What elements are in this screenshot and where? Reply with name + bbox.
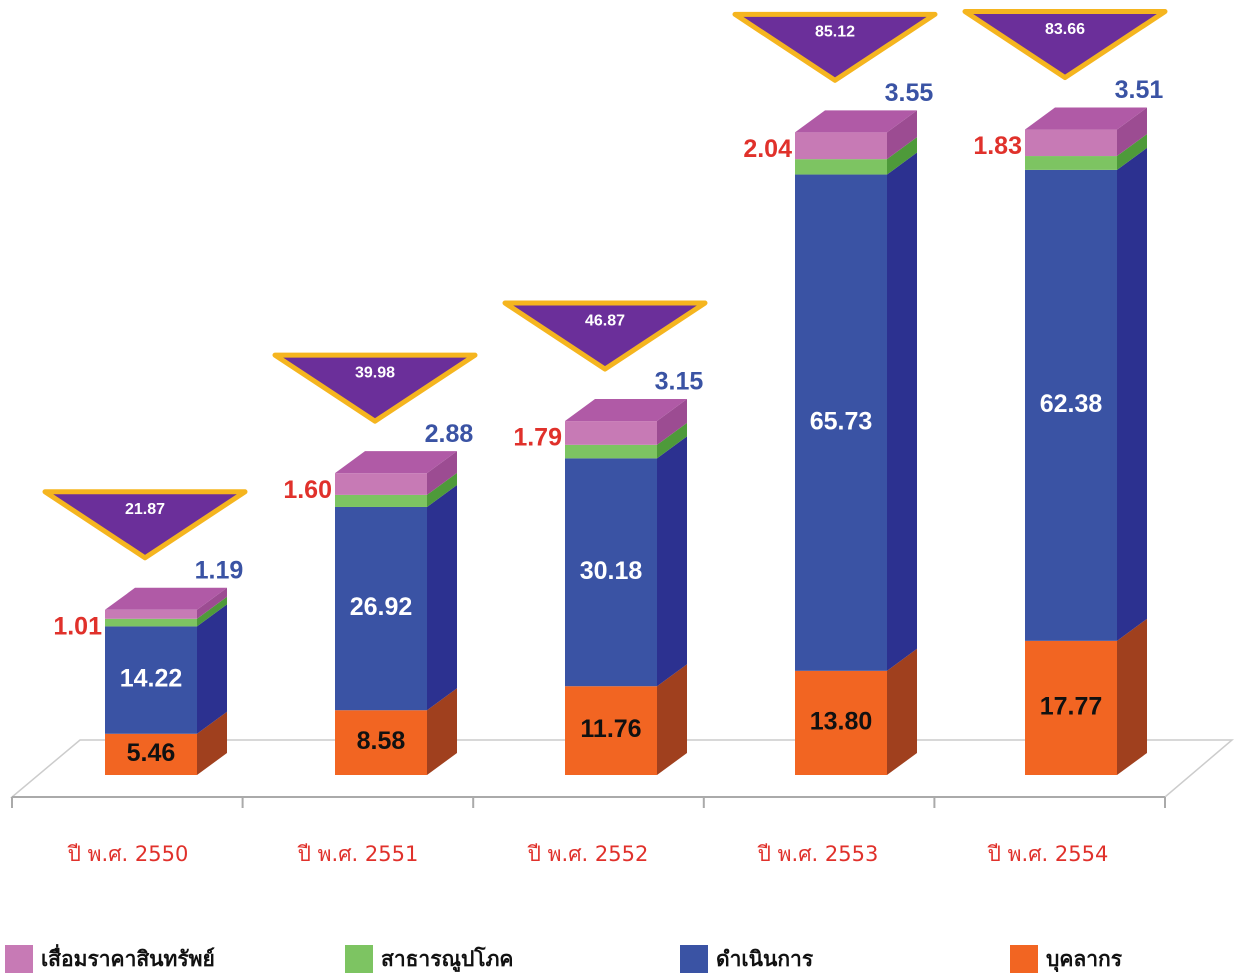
legend-swatch (680, 945, 708, 973)
bar-segment (795, 670, 887, 775)
total-badge (962, 9, 1168, 81)
total-label: 21.87 (125, 501, 165, 518)
value-label: 3.55 (885, 79, 934, 107)
bar-segment (1025, 129, 1117, 157)
bar-top (105, 587, 227, 610)
value-label: 14.22 (120, 665, 183, 693)
bar-segment (335, 710, 427, 775)
total-label: 46.87 (585, 312, 625, 329)
x-tick-label: ปี พ.ศ. 2553 (757, 842, 878, 866)
total-label: 39.98 (355, 364, 395, 381)
legend-label: บุคลากร (1046, 947, 1123, 973)
bar-side (1117, 134, 1147, 170)
bar-segment (795, 174, 887, 671)
value-label: 1.60 (283, 476, 332, 504)
bar-side (1117, 147, 1147, 641)
bar-segment (335, 473, 427, 495)
x-tick-label: ปี พ.ศ. 2552 (527, 842, 648, 866)
value-label: 62.38 (1040, 390, 1103, 418)
legend-swatch (5, 945, 33, 973)
bar-side (1117, 618, 1147, 775)
legend-label: เสื่อมราคาสินทรัพย์ (41, 943, 215, 971)
total-label: 85.12 (815, 24, 855, 41)
bar-segment (565, 444, 657, 459)
value-label: 1.19 (195, 556, 244, 584)
value-label: 8.58 (357, 727, 406, 755)
bar-segment (105, 626, 197, 734)
bar-side (427, 451, 457, 495)
bar-side (657, 422, 687, 459)
value-label: 1.79 (513, 424, 562, 452)
bar-top (335, 451, 457, 474)
bar-segment (1025, 156, 1117, 170)
value-label: 3.51 (1115, 76, 1164, 104)
bar-side (657, 436, 687, 687)
bar-side (657, 399, 687, 445)
bar-segment (565, 421, 657, 445)
total-label: 83.66 (1045, 21, 1085, 38)
legend-swatch (345, 945, 373, 973)
total-badge (42, 489, 248, 561)
bar-side (197, 711, 227, 775)
bar-segment (565, 686, 657, 775)
bar-segment (1025, 640, 1117, 775)
bar-side (427, 484, 457, 711)
x-tick-label: ปี พ.ศ. 2550 (67, 842, 188, 866)
x-tick-label: ปี พ.ศ. 2554 (987, 842, 1108, 866)
value-label: 1.83 (973, 132, 1022, 160)
bar-side (887, 152, 917, 671)
bar-side (197, 596, 227, 627)
bar-side (887, 648, 917, 775)
bar-segment (335, 506, 427, 711)
bar-side (1117, 107, 1147, 157)
value-label: 5.46 (127, 739, 176, 767)
bar-top (1025, 107, 1147, 130)
legend-label: ดำเนินการ (716, 947, 814, 971)
value-label: 30.18 (580, 557, 643, 585)
bar-side (887, 137, 917, 175)
value-label: 2.04 (743, 135, 792, 163)
value-label: 2.88 (425, 420, 474, 448)
total-badge (502, 300, 708, 372)
bar-segment (1025, 169, 1117, 641)
bar-side (197, 604, 227, 734)
bar-top (565, 399, 687, 422)
value-label: 17.77 (1040, 693, 1103, 721)
bar-side (657, 664, 687, 775)
total-badge (732, 11, 938, 83)
legend-label: สาธารณูปโภค (381, 946, 513, 973)
bar-segment (335, 494, 427, 507)
bar-segment (105, 733, 197, 775)
bar-side (887, 110, 917, 160)
bar-side (197, 587, 227, 619)
value-label: 13.80 (810, 708, 873, 736)
value-label: 65.73 (810, 407, 873, 435)
value-label: 26.92 (350, 593, 413, 621)
bar-segment (105, 618, 197, 627)
value-label: 11.76 (580, 715, 641, 743)
total-badge (272, 352, 478, 424)
bar-segment (105, 609, 197, 619)
bar-side (427, 688, 457, 775)
bar-side (427, 472, 457, 507)
bar-segment (565, 458, 657, 687)
value-label: 1.01 (53, 612, 102, 640)
bar-segment (795, 159, 887, 175)
x-tick-label: ปี พ.ศ. 2551 (297, 842, 418, 866)
legend-swatch (1010, 945, 1038, 973)
value-label: 3.15 (655, 368, 704, 396)
bar-top (795, 110, 917, 133)
bar-segment (795, 132, 887, 160)
